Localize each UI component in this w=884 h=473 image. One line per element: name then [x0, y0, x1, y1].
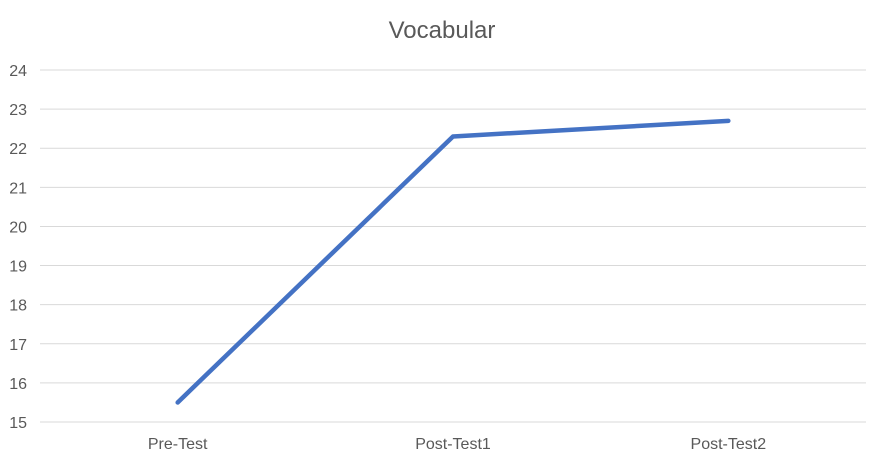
x-tick-label: Post-Test2 [691, 436, 767, 453]
x-tick-label: Post-Test1 [415, 436, 491, 453]
y-axis-ticks: 15 16 17 18 19 20 21 22 23 24 [9, 63, 27, 432]
x-axis-ticks: Pre-Test Post-Test1 Post-Test2 [148, 436, 766, 453]
series-group [178, 121, 729, 403]
y-tick-label: 24 [9, 63, 27, 80]
series-line [178, 121, 729, 403]
y-tick-label: 17 [9, 337, 27, 354]
y-tick-label: 18 [9, 298, 27, 315]
y-tick-label: 20 [9, 219, 27, 236]
y-tick-label: 22 [9, 141, 27, 158]
y-tick-label: 16 [9, 376, 27, 393]
x-tick-label: Pre-Test [148, 436, 208, 453]
y-tick-label: 21 [9, 180, 27, 197]
chart-title: Vocabular [389, 17, 496, 44]
gridlines [40, 70, 866, 422]
y-tick-label: 15 [9, 415, 27, 432]
y-tick-label: 19 [9, 259, 27, 276]
y-tick-label: 23 [9, 102, 27, 119]
